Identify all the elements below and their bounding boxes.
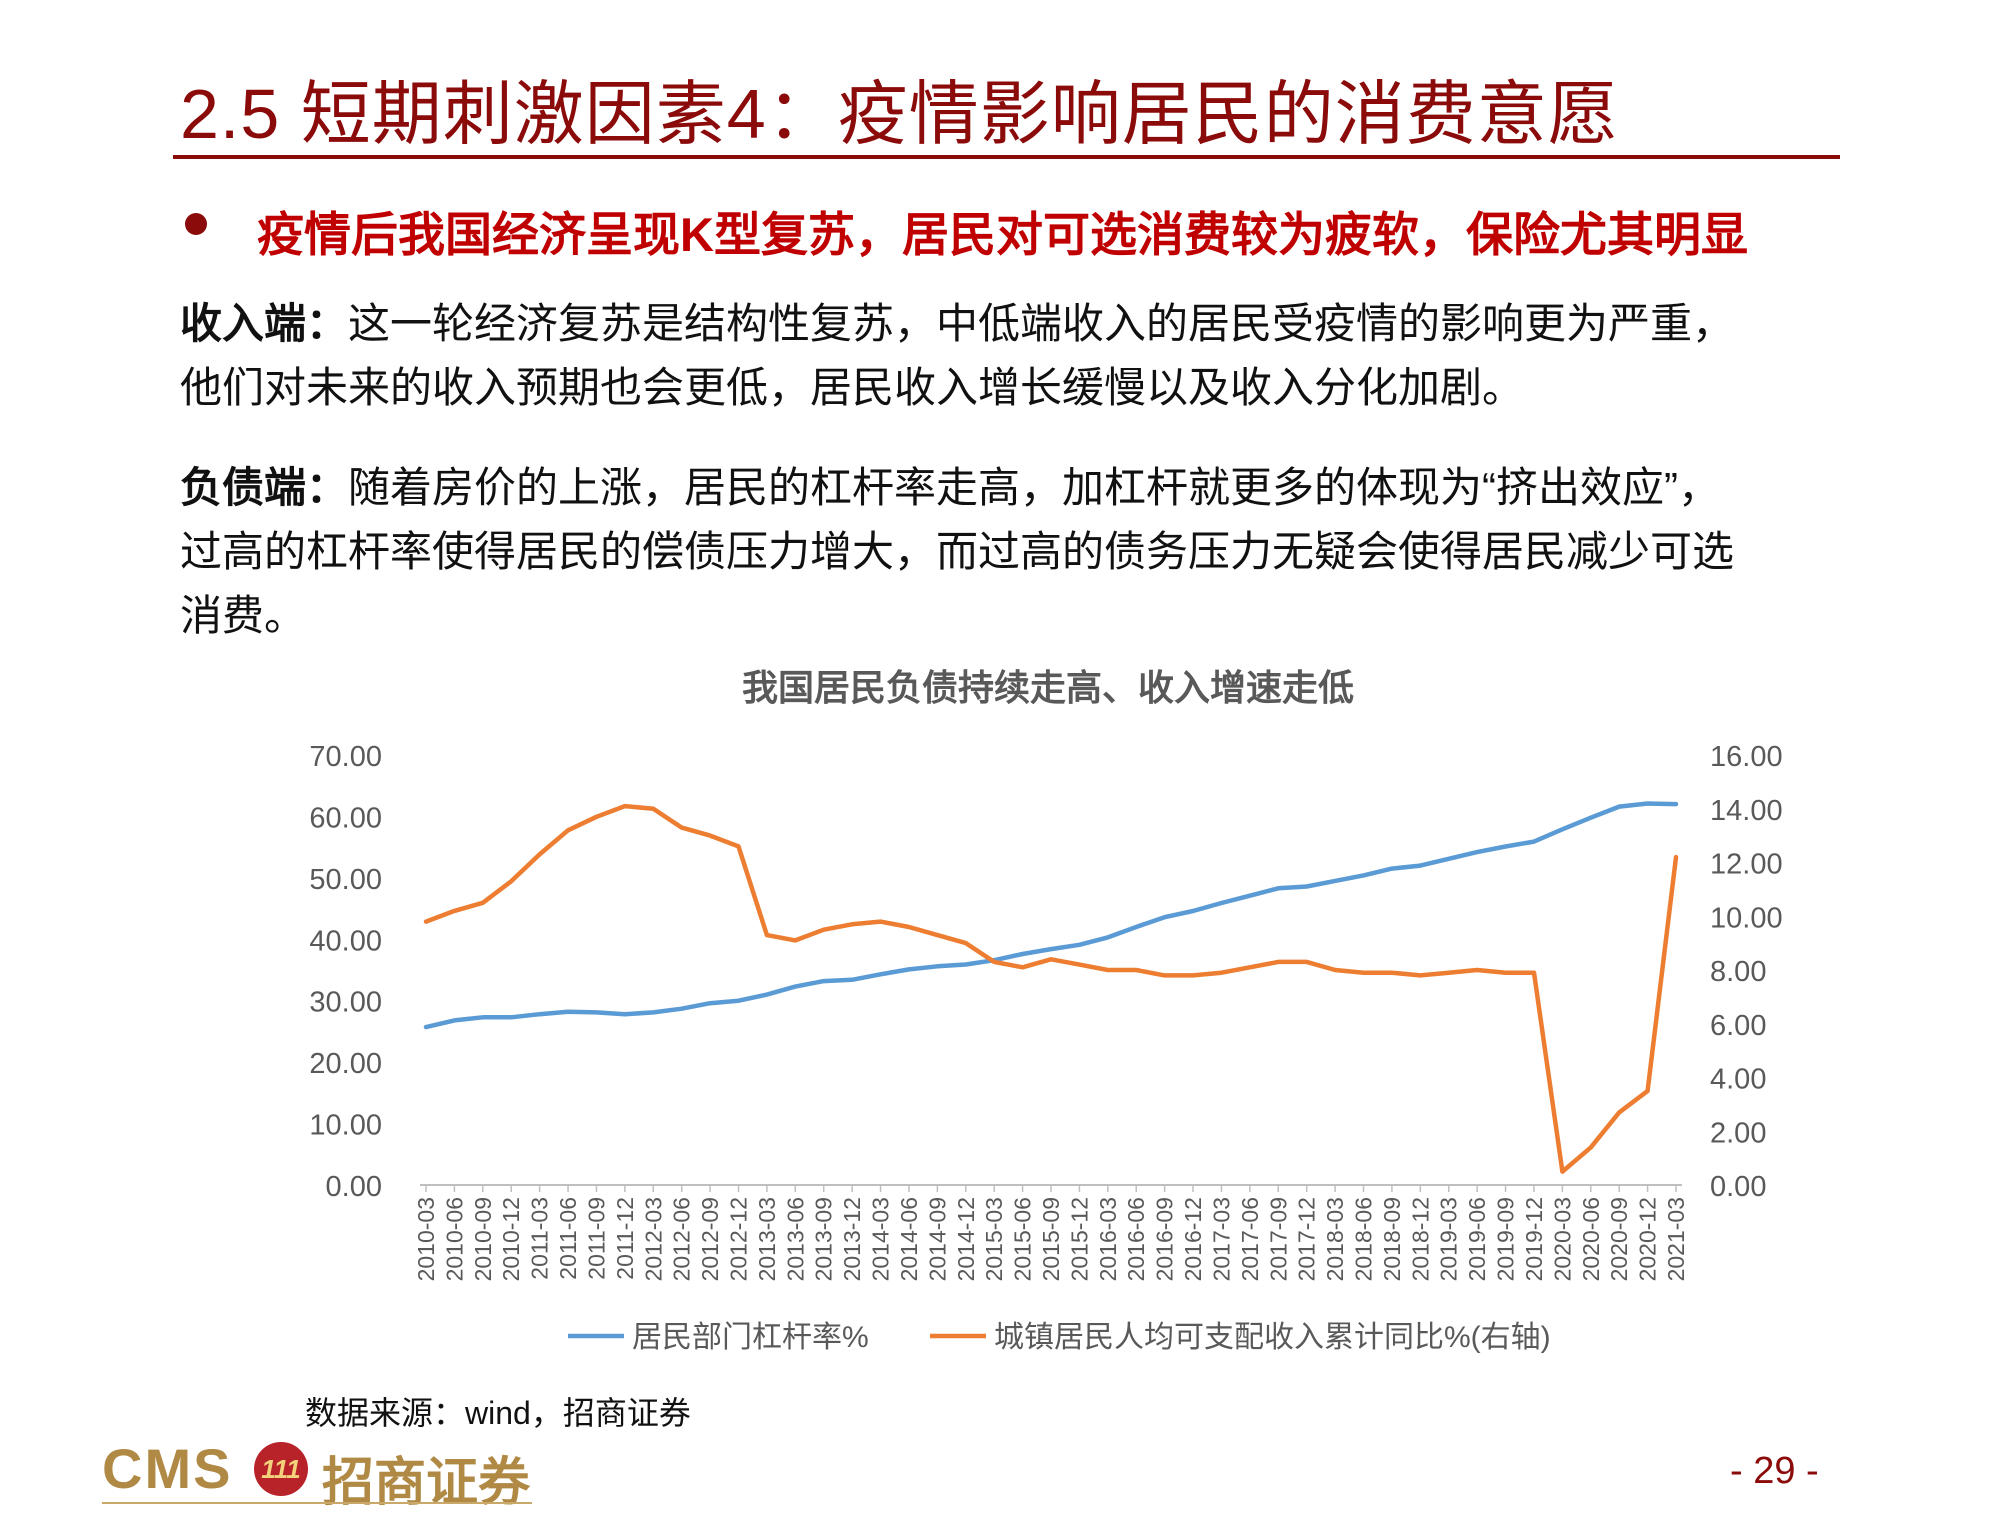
x-axis-tick-label: 2019-03: [1436, 1197, 1462, 1281]
x-axis-tick-label: 2013-09: [811, 1197, 837, 1281]
x-axis-tick-label: 2014-09: [924, 1197, 950, 1281]
right-axis-tick-label: 16.00: [1710, 741, 1783, 773]
x-axis-tick-label: 2017-09: [1265, 1197, 1291, 1281]
slide-title: 2.5 短期刺激因素4：疫情影响居民的消费意愿: [180, 75, 1619, 153]
debt-text-1: 随着房价的上涨，居民的杠杆率走高，加杠杆就更多的体现为“挤出效应”，: [348, 464, 1720, 511]
x-axis-tick-label: 2019-09: [1493, 1197, 1519, 1281]
line-chart: 我国居民负债持续走高、收入增速走低 0.00 10.00 20.00 30.00 40.…: [309, 667, 1783, 1354]
debt-label: 负债端：: [180, 464, 349, 511]
leverage-series-line: [423, 801, 1679, 1030]
x-axis-tick-label: 2012-09: [697, 1197, 723, 1281]
x-axis-tick-label: 2011-06: [555, 1197, 581, 1280]
debt-line-3: 消费。: [180, 592, 307, 639]
right-axis-tick-label: 14.00: [1710, 795, 1783, 827]
x-axis-tick-label: 2010-09: [470, 1197, 496, 1281]
x-axis-tick-label: 2017-06: [1237, 1197, 1263, 1281]
x-axis-tick-label: 2016-03: [1095, 1197, 1121, 1281]
x-axis-tick-label: 2017-03: [1208, 1197, 1234, 1281]
left-axis-tick-label: 70.00: [309, 741, 382, 773]
right-axis-ticks: 0.00 2.00 4.00 6.00 8.00 10.00 12.00 14.00 16.00: [1710, 741, 1783, 1203]
x-axis-tick-label: 2010-06: [441, 1197, 467, 1281]
x-axis-tick-label: 2018-03: [1322, 1197, 1348, 1281]
income-paragraph: 收入端：这一轮经济复苏是结构性复苏，中低端收入的居民受疫情的影响更为严重， 他们…: [180, 292, 1734, 420]
x-axis-tick-label: 2015-03: [981, 1197, 1007, 1281]
source-note: 数据来源：wind，招商证券: [305, 1395, 691, 1431]
right-axis-tick-label: 2.00: [1710, 1117, 1766, 1149]
x-axis-tick-label: 2017-12: [1294, 1197, 1320, 1281]
legend-label: 居民部门杠杆率%: [632, 1321, 869, 1354]
headline: 疫情后我国经济呈现K型复苏，居民对可选消费较为疲软，保险尤其明显: [257, 208, 1748, 261]
right-axis-tick-label: 6.00: [1710, 1010, 1766, 1042]
x-axis-tick-label: 2013-06: [782, 1197, 808, 1281]
income-label: 收入端：: [180, 300, 349, 347]
logo-emblem-icon: 111: [254, 1442, 308, 1496]
series-lines: [423, 801, 1679, 1174]
right-axis-tick-label: 8.00: [1710, 956, 1766, 988]
x-axis-tick-label: 2014-06: [896, 1197, 922, 1281]
title-divider: [173, 155, 1840, 159]
x-axis-tick-label: 2016-09: [1152, 1197, 1178, 1281]
x-axis-tick-label: 2019-06: [1464, 1197, 1490, 1281]
x-axis-tick-label: 2020-06: [1578, 1197, 1604, 1281]
x-axis-tick-label: 2012-06: [669, 1197, 695, 1281]
left-axis-ticks: 0.00 10.00 20.00 30.00 40.00 50.00 60.00 70.00: [309, 741, 382, 1203]
x-axis-tick-label: 2012-12: [726, 1197, 752, 1281]
left-axis-tick-label: 50.00: [309, 864, 382, 896]
debt-line-1: 负债端：随着房价的上涨，居民的杠杆率走高，加杠杆就更多的体现为“挤出效应”，: [180, 456, 1734, 520]
left-axis-tick-label: 30.00: [309, 987, 382, 1019]
logo-text: CMS: [102, 1437, 233, 1500]
debt-line-2: 过高的杠杆率使得居民的偿债压力增大，而过高的债务压力无疑会使得居民减少可选: [180, 528, 1735, 575]
legend-label: 城镇居民人均可支配收入累计同比%(右轴): [994, 1321, 1551, 1354]
x-axis-tick-label: 2016-06: [1123, 1197, 1149, 1281]
chart-legend: 居民部门杠杆率% 城镇居民人均可支配收入累计同比%(右轴): [568, 1321, 1551, 1354]
left-axis-tick-label: 10.00: [309, 1110, 382, 1142]
x-axis-tick-label: 2021-03: [1663, 1197, 1689, 1281]
right-axis-tick-label: 4.00: [1710, 1064, 1766, 1096]
chart-title: 我国居民负债持续走高、收入增速走低: [742, 667, 1354, 708]
x-axis-tick-label: 2013-03: [754, 1197, 780, 1281]
x-axis-tick-label: 2011-03: [527, 1197, 553, 1280]
bullet-icon: [185, 213, 207, 235]
income-line-2: 他们对未来的收入预期也会更低，居民收入增长缓慢以及收入分化加剧。: [180, 364, 1525, 411]
x-axis-tick-label: 2013-12: [839, 1197, 865, 1281]
debt-paragraph: 负债端：随着房价的上涨，居民的杠杆率走高，加杠杆就更多的体现为“挤出效应”， 过…: [180, 456, 1734, 648]
logo-underline: [102, 1502, 532, 1504]
x-axis-ticks: 2010-03 2010-06 2010-09 2010-12 2011-03 2011-…: [413, 1185, 1689, 1281]
x-axis-tick-label: 2011-09: [583, 1197, 609, 1280]
x-axis-tick-label: 2016-12: [1180, 1197, 1206, 1281]
left-axis-tick-label: 40.00: [309, 925, 382, 957]
x-axis-tick-label: 2014-12: [953, 1197, 979, 1281]
x-axis-tick-label: 2020-03: [1549, 1197, 1575, 1281]
x-axis-tick-label: 2012-03: [640, 1197, 666, 1281]
x-axis-tick-label: 2010-03: [413, 1197, 439, 1281]
x-axis-tick-label: 2015-12: [1066, 1197, 1092, 1281]
x-axis-tick-label: 2014-03: [868, 1197, 894, 1281]
left-axis-tick-label: 60.00: [309, 802, 382, 834]
income-growth-series-line: [423, 803, 1679, 1174]
right-axis-tick-label: 12.00: [1710, 849, 1783, 881]
x-axis-tick-label: 2019-12: [1521, 1197, 1547, 1281]
x-axis-tick-label: 2010-12: [498, 1197, 524, 1281]
x-axis-tick-label: 2011-12: [612, 1197, 638, 1280]
left-axis-tick-label: 20.00: [309, 1048, 382, 1080]
x-axis-tick-label: 2018-09: [1379, 1197, 1405, 1281]
x-axis-tick-label: 2018-06: [1351, 1197, 1377, 1281]
right-axis-tick-label: 10.00: [1710, 902, 1783, 934]
left-axis-tick-label: 0.00: [326, 1171, 382, 1203]
x-axis-tick-label: 2015-06: [1010, 1197, 1036, 1281]
x-axis-tick-label: 2018-12: [1407, 1197, 1433, 1281]
income-text-1: 这一轮经济复苏是结构性复苏，中低端收入的居民受疫情的影响更为严重，: [348, 300, 1735, 347]
x-axis-tick-label: 2020-12: [1635, 1197, 1661, 1281]
right-axis-tick-label: 0.00: [1710, 1171, 1766, 1203]
x-axis-tick-label: 2020-09: [1606, 1197, 1632, 1281]
page-number: - 29 -: [1730, 1450, 1819, 1492]
x-axis-tick-label: 2015-09: [1038, 1197, 1064, 1281]
income-line-1: 收入端：这一轮经济复苏是结构性复苏，中低端收入的居民受疫情的影响更为严重，: [180, 292, 1734, 356]
